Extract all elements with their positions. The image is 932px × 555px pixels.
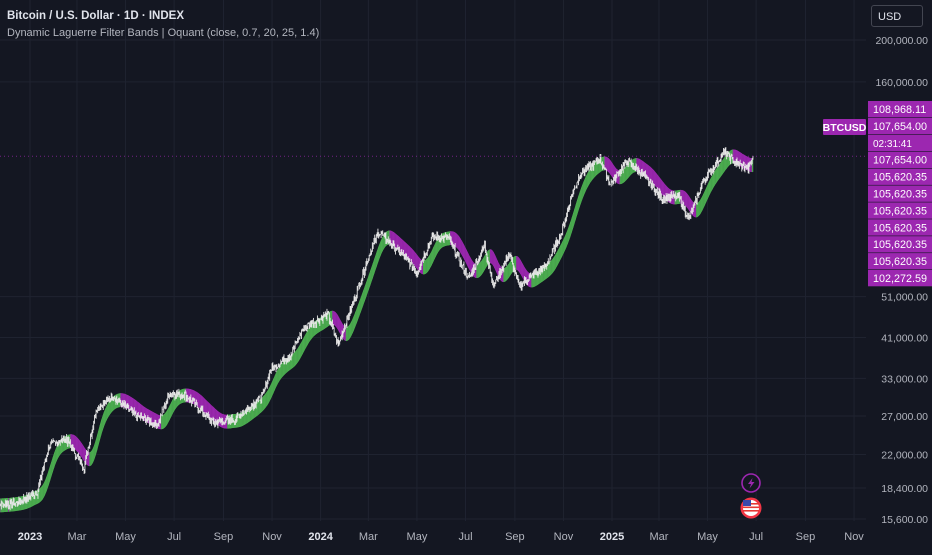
- currency-button[interactable]: USD: [871, 5, 923, 27]
- indicator-legend[interactable]: Dynamic Laguerre Filter Bands | Oquant (…: [7, 27, 320, 39]
- price-label-bg: [868, 270, 932, 287]
- symbol-tag-label: BTCUSD: [823, 122, 866, 134]
- price-label-bg: [868, 151, 932, 168]
- price-tick-label: 160,000.00: [875, 77, 928, 89]
- chart-title: Bitcoin / U.S. Dollar · 1D · INDEX: [7, 10, 184, 22]
- price-label-bg: [868, 253, 932, 270]
- price-label: 105,620.35: [873, 205, 927, 217]
- time-tick-label: Mar: [649, 531, 668, 543]
- price-tick-label: 51,000.00: [881, 292, 928, 304]
- chart-area[interactable]: BTCUSD: [0, 0, 867, 521]
- price-label-bg: [868, 219, 932, 236]
- price-label-bg: [868, 101, 932, 118]
- price-tick-label: 200,000.00: [875, 35, 928, 47]
- price-label: 107,654.00: [873, 155, 927, 167]
- time-tick-label: 2023: [18, 531, 42, 543]
- laguerre-bands: [0, 149, 754, 513]
- price-tick-label: 33,000.00: [881, 373, 928, 385]
- time-tick-label: Sep: [796, 531, 816, 543]
- time-tick-label: 2024: [308, 531, 333, 543]
- price-label-bg: [868, 168, 932, 185]
- time-tick-label: Nov: [554, 531, 574, 543]
- price-tick-label: 41,000.00: [881, 333, 928, 345]
- price-label-bg: [868, 202, 932, 219]
- time-tick-label: Jul: [167, 531, 181, 543]
- price-label-bg: [868, 236, 932, 253]
- time-tick-label: Nov: [262, 531, 282, 543]
- price-label: 108,968.11: [873, 104, 926, 116]
- price-label: 105,620.35: [873, 256, 927, 268]
- time-tick-label: Sep: [214, 531, 234, 543]
- price-axis[interactable]: 200,000.00 160,000.00 51,000.00 41,000.00 33…: [866, 0, 932, 550]
- price-label: 102,272.59: [873, 273, 927, 285]
- time-tick-label: Jul: [458, 531, 472, 543]
- price-label-bg: [868, 134, 932, 152]
- price-label-bg: [868, 185, 932, 202]
- price-label: 105,620.35: [873, 239, 927, 251]
- time-tick-label: May: [407, 531, 428, 543]
- price-tick-label: 27,000.00: [881, 411, 928, 423]
- time-tick-label: Mar: [359, 531, 378, 543]
- lightning-icon[interactable]: [741, 473, 761, 493]
- time-tick-label: Nov: [844, 531, 864, 543]
- price-label: 105,620.35: [873, 189, 927, 201]
- price-candles: [0, 147, 754, 511]
- time-tick-label: Mar: [67, 531, 86, 543]
- time-tick-label: May: [115, 531, 136, 543]
- time-tick-label: May: [697, 531, 718, 543]
- price-label: 105,620.35: [873, 172, 927, 184]
- time-tick-label: Jul: [749, 531, 763, 543]
- time-axis[interactable]: 2023 Mar May Jul Sep Nov 2024 Mar May Jul Sep Nov 20…: [0, 521, 866, 550]
- symbol-tag: [823, 119, 866, 135]
- price-label: 02:31:41: [873, 139, 912, 150]
- time-tick-label: 2025: [600, 531, 624, 543]
- price-label-bg: [868, 117, 932, 135]
- time-tick-label: Sep: [505, 531, 525, 543]
- price-tick-label: 15,600.00: [881, 514, 928, 526]
- price-tick-label: 18,400.00: [881, 483, 928, 495]
- price-label: 107,654.00: [873, 121, 927, 133]
- price-tick-label: 22,000.00: [881, 449, 928, 461]
- price-label: 105,620.35: [873, 222, 927, 234]
- price-chart[interactable]: BTCUSD: [0, 0, 867, 521]
- us-flag-icon[interactable]: [740, 497, 762, 519]
